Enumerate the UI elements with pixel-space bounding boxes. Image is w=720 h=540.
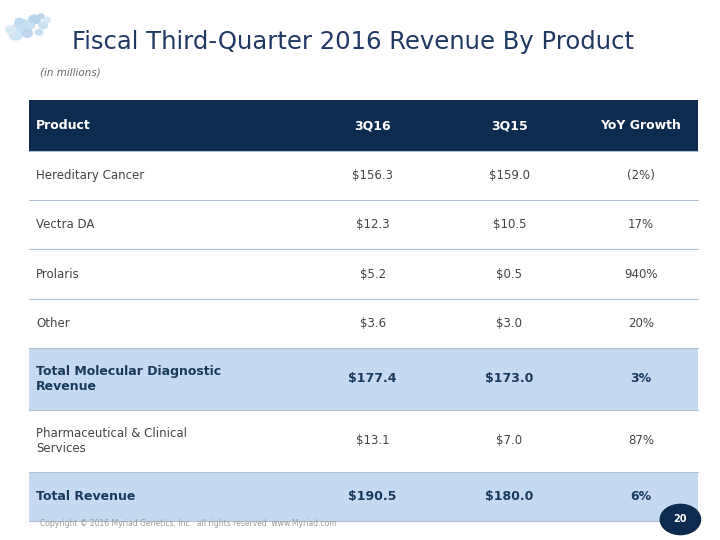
Text: Total Revenue: Total Revenue bbox=[36, 490, 135, 503]
Circle shape bbox=[29, 15, 40, 24]
FancyBboxPatch shape bbox=[29, 200, 698, 249]
Text: Fiscal Third-Quarter 2016 Revenue By Product: Fiscal Third-Quarter 2016 Revenue By Pro… bbox=[72, 30, 634, 53]
Text: 17%: 17% bbox=[628, 218, 654, 232]
FancyBboxPatch shape bbox=[29, 299, 698, 348]
Text: Prolaris: Prolaris bbox=[36, 267, 80, 281]
Text: 940%: 940% bbox=[624, 267, 657, 281]
Text: $3.0: $3.0 bbox=[496, 316, 523, 330]
Text: Pharmaceutical & Clinical
Services: Pharmaceutical & Clinical Services bbox=[36, 427, 187, 455]
Text: 3Q15: 3Q15 bbox=[491, 119, 528, 132]
Text: Total Molecular Diagnostic
Revenue: Total Molecular Diagnostic Revenue bbox=[36, 365, 221, 393]
Text: $13.1: $13.1 bbox=[356, 434, 390, 448]
Circle shape bbox=[660, 504, 701, 535]
Text: 3%: 3% bbox=[630, 372, 652, 386]
Text: $177.4: $177.4 bbox=[348, 372, 397, 386]
Text: $190.5: $190.5 bbox=[348, 490, 397, 503]
FancyBboxPatch shape bbox=[29, 410, 698, 472]
FancyBboxPatch shape bbox=[29, 151, 698, 200]
Text: (in millions): (in millions) bbox=[40, 68, 100, 78]
Text: $173.0: $173.0 bbox=[485, 372, 534, 386]
FancyBboxPatch shape bbox=[29, 249, 698, 299]
Text: $156.3: $156.3 bbox=[352, 169, 393, 183]
Circle shape bbox=[43, 17, 50, 23]
Text: 3Q16: 3Q16 bbox=[354, 119, 391, 132]
Text: Hereditary Cancer: Hereditary Cancer bbox=[36, 169, 144, 183]
Text: (2%): (2%) bbox=[627, 169, 654, 183]
Circle shape bbox=[6, 26, 16, 33]
Text: Other: Other bbox=[36, 316, 70, 330]
FancyBboxPatch shape bbox=[29, 472, 698, 521]
Text: $7.0: $7.0 bbox=[496, 434, 523, 448]
FancyBboxPatch shape bbox=[29, 100, 698, 151]
Text: $180.0: $180.0 bbox=[485, 490, 534, 503]
Circle shape bbox=[9, 30, 22, 40]
Circle shape bbox=[14, 20, 32, 34]
Text: $3.6: $3.6 bbox=[359, 316, 386, 330]
Text: Product: Product bbox=[36, 119, 91, 132]
Text: 6%: 6% bbox=[630, 490, 652, 503]
Text: $159.0: $159.0 bbox=[489, 169, 530, 183]
Circle shape bbox=[15, 18, 24, 25]
Text: Copyright © 2016 Myriad Genetics, Inc.  all rights reserved  www.Myriad.com: Copyright © 2016 Myriad Genetics, Inc. a… bbox=[40, 519, 336, 528]
Text: $0.5: $0.5 bbox=[496, 267, 523, 281]
Text: YoY Growth: YoY Growth bbox=[600, 119, 681, 132]
Text: 87%: 87% bbox=[628, 434, 654, 448]
Text: $10.5: $10.5 bbox=[492, 218, 526, 232]
FancyBboxPatch shape bbox=[29, 348, 698, 410]
Circle shape bbox=[39, 22, 48, 29]
Text: $12.3: $12.3 bbox=[356, 218, 390, 232]
Circle shape bbox=[35, 30, 42, 35]
Text: Vectra DA: Vectra DA bbox=[36, 218, 94, 232]
Circle shape bbox=[22, 30, 32, 37]
Text: 20: 20 bbox=[674, 515, 687, 524]
Circle shape bbox=[38, 14, 44, 18]
Text: $5.2: $5.2 bbox=[359, 267, 386, 281]
Text: 20%: 20% bbox=[628, 316, 654, 330]
Circle shape bbox=[27, 23, 35, 29]
